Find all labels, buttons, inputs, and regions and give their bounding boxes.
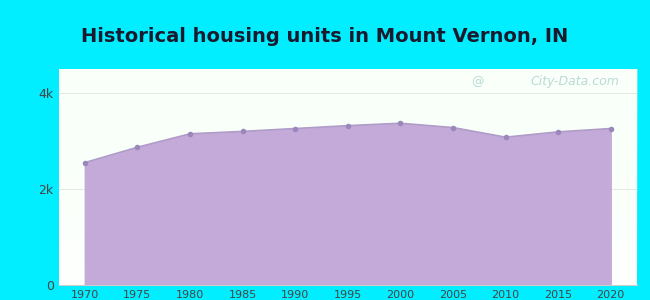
Text: Historical housing units in Mount Vernon, IN: Historical housing units in Mount Vernon…	[81, 27, 569, 46]
Text: City-Data.com: City-Data.com	[531, 76, 619, 88]
Text: @: @	[471, 76, 484, 88]
